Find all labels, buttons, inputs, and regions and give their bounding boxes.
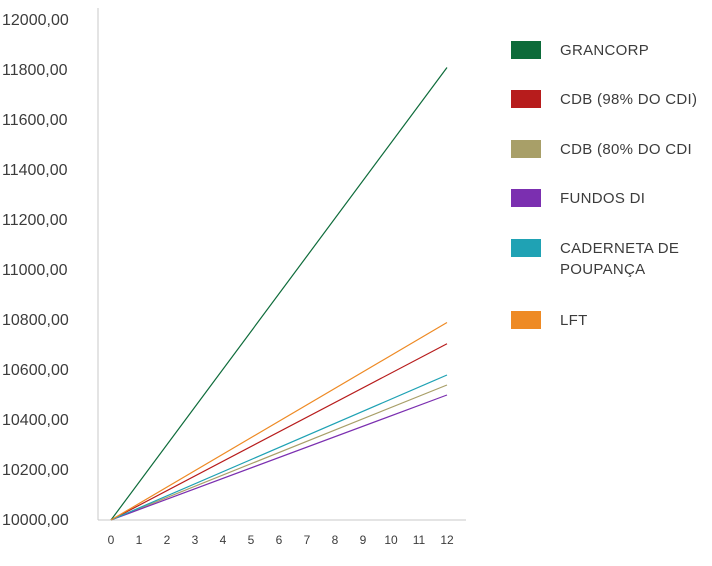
legend-item: FUNDOS DI <box>511 189 645 207</box>
x-tick-label: 2 <box>164 533 171 547</box>
x-tick-label: 11 <box>413 533 426 547</box>
legend-swatch <box>511 311 541 329</box>
series-line <box>110 394 448 521</box>
legend-item: CDB (98% DO CDI) <box>511 90 697 108</box>
legend-label: CDB (80% DO CDI <box>560 141 692 158</box>
series-line <box>110 321 448 521</box>
legend-item: LFT <box>511 311 588 329</box>
x-tick-label: 8 <box>332 533 339 547</box>
legend: GRANCORP CDB (98% DO CDI) CDB (80% DO CDI F… <box>511 41 697 329</box>
x-tick-label: 10 <box>384 533 398 547</box>
y-tick-label: 11400,00 <box>2 162 68 179</box>
x-tick-label: 3 <box>192 533 199 547</box>
x-tick-label: 5 <box>248 533 255 547</box>
y-tick-label: 10000,00 <box>2 512 69 529</box>
chart-axes <box>97 8 466 521</box>
y-tick-label: 10200,00 <box>2 462 69 479</box>
y-tick-label: 10400,00 <box>2 412 69 429</box>
x-axis-ticks: 0 1 2 3 4 5 6 7 8 9 10 11 12 <box>108 533 454 547</box>
legend-swatch <box>511 90 541 108</box>
y-axis-ticks: 10000,00 10200,00 10400,00 10600,00 10800,00… <box>2 12 69 529</box>
series-lines <box>110 67 448 521</box>
legend-label: FUNDOS DI <box>560 190 645 207</box>
x-tick-label: 12 <box>440 533 454 547</box>
legend-swatch <box>511 41 541 59</box>
series-line <box>110 67 448 521</box>
legend-label: GRANCORP <box>560 42 649 59</box>
legend-label: LFT <box>560 312 588 329</box>
x-tick-label: 6 <box>276 533 283 547</box>
series-line <box>110 374 448 521</box>
legend-swatch <box>511 140 541 158</box>
legend-swatch <box>511 189 541 207</box>
series-line <box>110 343 448 521</box>
y-tick-label: 10600,00 <box>2 362 69 379</box>
legend-label: CADERNETA DE <box>560 240 679 257</box>
x-tick-label: 1 <box>136 533 143 547</box>
legend-item: CDB (80% DO CDI <box>511 140 692 158</box>
legend-item: GRANCORP <box>511 41 649 59</box>
legend-label: CDB (98% DO CDI) <box>560 91 697 108</box>
y-tick-label: 11000,00 <box>2 262 68 279</box>
series-line <box>110 384 448 521</box>
x-tick-label: 0 <box>108 533 115 547</box>
y-tick-label: 12000,00 <box>2 12 69 29</box>
y-tick-label: 10800,00 <box>2 312 69 329</box>
y-tick-label: 11600,00 <box>2 112 68 129</box>
legend-swatch <box>511 239 541 257</box>
legend-item: CADERNETA DE POUPANÇA <box>511 239 679 278</box>
y-tick-label: 11200,00 <box>2 212 68 229</box>
x-tick-label: 7 <box>304 533 311 547</box>
legend-label: POUPANÇA <box>560 261 645 278</box>
x-tick-label: 4 <box>220 533 227 547</box>
x-tick-label: 9 <box>360 533 367 547</box>
y-tick-label: 11800,00 <box>2 62 68 79</box>
